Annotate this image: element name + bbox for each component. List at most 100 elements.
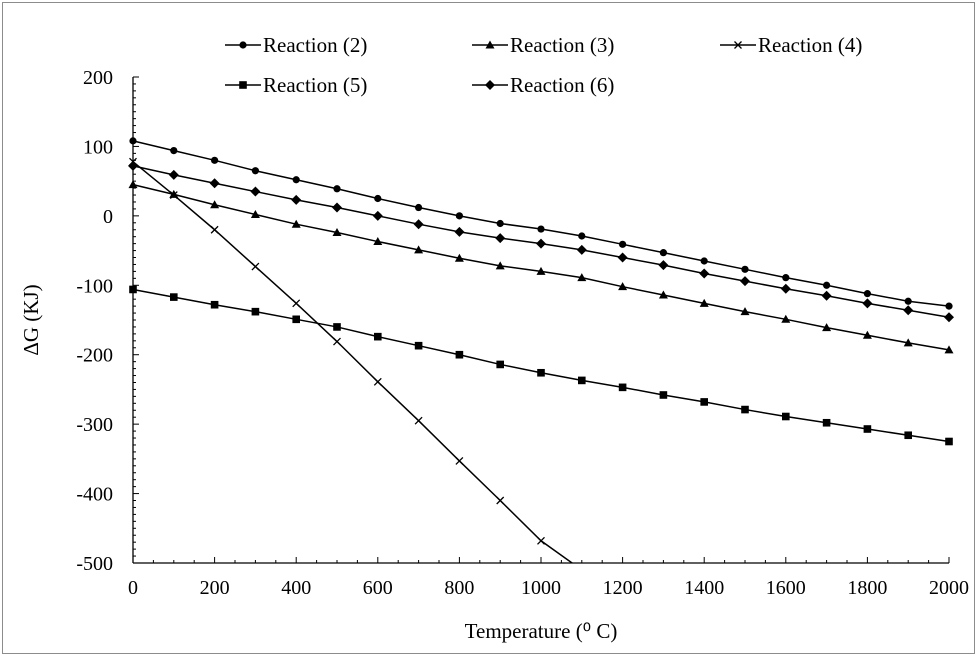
data-point-reaction-2 [537,225,545,233]
y-tick-label: -400 [76,484,113,506]
y-axis-title: ΔG (KJ) [19,284,43,355]
legend-item: Reaction (2) [225,33,367,57]
data-point-reaction-4 [333,337,341,346]
data-point-reaction-3 [658,290,668,299]
data-point-reaction-6 [291,194,302,205]
data-point-reaction-2 [619,240,627,248]
data-point-reaction-3 [495,261,505,270]
data-point-reaction-6 [617,252,628,263]
data-point-reaction-3 [454,253,464,262]
y-tick-label: -100 [76,275,113,297]
data-point-reaction-5 [741,405,749,414]
data-point-reaction-2 [700,257,708,265]
y-tick-label: -300 [76,414,113,436]
legend-marker [239,81,247,89]
data-point-reaction-6 [576,244,587,255]
data-point-reaction-2 [945,302,953,310]
data-point-reaction-6 [740,276,750,287]
data-point-reaction-5 [333,323,341,331]
y-tick-labels: 200 100 0 -100 -200 -300 -400 -500 [76,67,113,575]
data-point-reaction-6 [699,268,710,279]
data-point-reaction-4 [251,262,260,271]
data-point-reaction-2 [863,290,872,298]
y-tick-label: -500 [76,553,113,575]
data-point-reaction-3 [944,345,954,354]
data-point-reaction-5 [904,431,912,440]
data-point-reaction-2 [823,281,831,289]
x-tick-label: 2000 [929,577,969,599]
data-point-reaction-3 [250,209,260,218]
data-point-reaction-5 [374,332,382,341]
data-point-reaction-2 [782,274,790,282]
data-point-reaction-2 [496,219,504,228]
legend-item: Reaction (4) [720,33,862,57]
data-point-reaction-3 [536,266,546,275]
data-point-reaction-5 [537,368,545,377]
data-point-reaction-3 [618,282,628,291]
data-point-reaction-2 [211,156,219,164]
data-point-reaction-6 [413,219,424,230]
x-tick-label: 1000 [521,577,561,599]
data-point-reaction-6 [250,186,261,197]
x-tick-label: 200 [200,577,230,599]
data-point-reaction-2 [904,297,912,305]
data-point-reaction-2 [741,265,749,273]
data-point-reaction-2 [170,146,178,155]
y-tick-label: 100 [83,136,113,158]
series-reaction-3 [128,180,954,354]
x-tick-labels: 0 200 400 600 800 1000 1200 1400 1600 1800 2000 [128,577,969,599]
data-point-reaction-3 [332,228,342,237]
x-tick-label: 1600 [766,577,806,599]
x-axis-title: Temperature (⁰ C) [465,619,618,643]
data-point-reaction-2 [415,203,423,212]
data-point-reaction-4 [292,299,301,308]
data-point-reaction-5 [578,376,586,385]
data-point-reaction-4 [210,225,219,234]
data-point-reaction-6 [209,178,220,189]
data-point-reaction-5 [292,315,300,324]
legend-marker [734,41,742,49]
data-point-reaction-5 [414,341,423,350]
data-point-reaction-2 [251,167,259,175]
data-point-reaction-5 [170,293,178,301]
series-reaction-5 [129,285,953,446]
plot-area [128,137,954,563]
x-tick-label: 400 [281,577,311,599]
data-point-reaction-3 [169,189,179,198]
data-point-reaction-6 [903,305,914,316]
data-point-reaction-3 [699,298,709,307]
x-tick-label: 1400 [684,577,724,599]
x-tick-label: 1800 [847,577,887,599]
data-point-reaction-5 [782,412,790,421]
data-point-reaction-5 [659,391,668,399]
data-point-reaction-4 [169,191,178,199]
data-point-reaction-5 [251,307,260,316]
data-point-reaction-2 [333,185,341,193]
data-point-reaction-6 [658,260,669,271]
legend: Reaction (2) Reaction (3) Reaction (4) Reac… [225,33,862,97]
data-point-reaction-2 [455,212,463,220]
data-point-reaction-6 [372,210,383,221]
data-point-reaction-6 [454,226,465,237]
legend-marker [485,80,495,90]
data-point-reaction-3 [577,273,587,282]
legend-label: Reaction (2) [263,33,367,57]
data-point-reaction-6 [862,298,873,309]
x-tick-label: 0 [128,577,138,599]
data-point-reaction-6 [821,290,832,301]
data-point-reaction-4 [455,456,464,465]
legend-label: Reaction (6) [510,73,614,97]
series-line-reaction-2 [132,140,950,307]
y-tick-label: -200 [76,345,113,367]
data-point-reaction-4 [537,536,545,545]
legend-marker [239,41,247,49]
y-tick-label: 0 [103,206,113,228]
data-point-reaction-5 [863,425,872,433]
data-point-reaction-3 [210,200,220,209]
data-point-reaction-3 [740,307,750,316]
data-point-reaction-2 [374,194,382,203]
series-reaction-2 [129,137,953,310]
x-tick-label: 1200 [603,577,643,599]
